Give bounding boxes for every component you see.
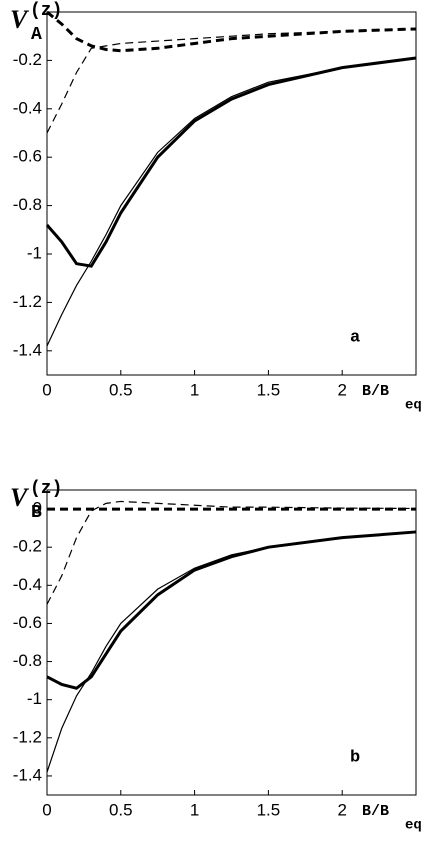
- y-label-sub: A: [31, 25, 42, 45]
- x-tick-label: 0.5: [109, 800, 133, 819]
- panel-label: b: [350, 748, 360, 767]
- x-tick-label: 0.5: [109, 380, 133, 399]
- y-label-sup: (z): [30, 479, 62, 499]
- x-label-sub: eq: [405, 398, 422, 414]
- y-tick-label: -0.8: [13, 651, 42, 670]
- y-tick-label: -0.2: [13, 537, 42, 556]
- y-tick-label: -0.6: [13, 147, 42, 166]
- y-tick-label: -0.6: [13, 613, 42, 632]
- y-tick-label: -1.4: [13, 340, 42, 359]
- x-tick-label: 0: [42, 800, 51, 819]
- plot-frame: [46, 11, 417, 376]
- x-tick-label: 1: [190, 800, 199, 819]
- panel-label: a: [350, 328, 360, 347]
- plot-frame: [46, 489, 417, 796]
- y-tick-label: -1: [27, 243, 42, 262]
- curve: [45, 56, 417, 268]
- y-tick-label: -1.4: [13, 765, 42, 784]
- x-tick-label: 1.5: [257, 380, 281, 399]
- curve: [46, 28, 417, 134]
- curve: [46, 57, 417, 347]
- y-tick-label: -0.8: [13, 195, 42, 214]
- y-tick-label: -1.2: [13, 292, 42, 311]
- y-tick-label: -0.4: [13, 98, 42, 117]
- x-tick-label: 0: [42, 380, 51, 399]
- x-tick-label: 2: [337, 380, 346, 399]
- y-tick-label: -0.2: [13, 50, 42, 69]
- x-tick-label: 2: [337, 800, 346, 819]
- y-tick-label: 0: [33, 499, 42, 518]
- curve: [46, 500, 417, 605]
- y-label-sub: B: [31, 503, 42, 523]
- x-tick-label: 1: [190, 380, 199, 399]
- x-tick-label: 1.5: [257, 800, 281, 819]
- y-tick-label: -1.2: [13, 727, 42, 746]
- curve: [46, 10, 417, 53]
- y-label: V: [10, 483, 30, 512]
- x-label: B/B: [362, 383, 389, 400]
- y-label: V: [10, 5, 30, 34]
- y-label-sup: (z): [30, 1, 62, 21]
- y-tick-label: -1: [27, 689, 42, 708]
- curve: [46, 531, 417, 773]
- x-label: B/B: [362, 803, 389, 820]
- y-tick-label: -0.4: [13, 575, 42, 594]
- x-label-sub: eq: [405, 818, 422, 834]
